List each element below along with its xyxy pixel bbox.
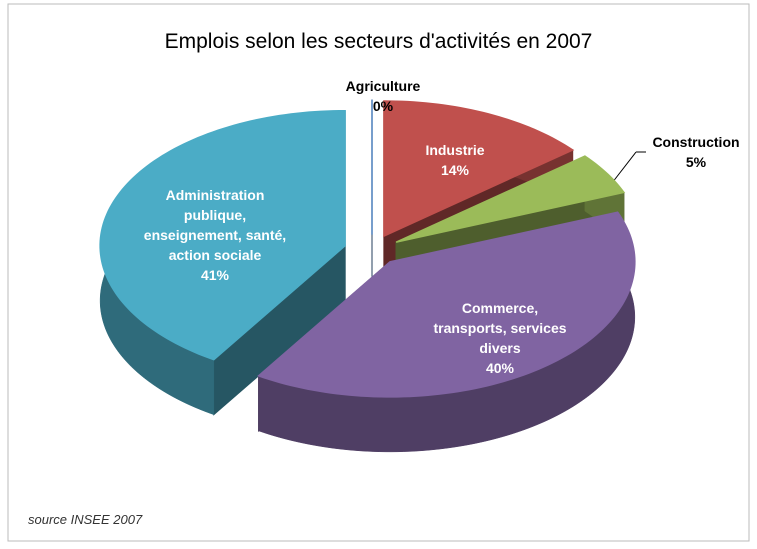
source-note: source INSEE 2007: [28, 512, 143, 527]
category-label: Industrie: [425, 142, 485, 158]
category-label: Administration publique, enseignement, s…: [143, 187, 287, 263]
slice-label: Construction 5%: [641, 132, 751, 172]
slice-label: Commerce, transports, services divers 40%: [430, 298, 570, 378]
slice-label: Agriculture 0%: [328, 76, 438, 116]
pie-slice: [383, 100, 575, 238]
slice-label: Industrie 14%: [405, 140, 505, 180]
value-label: 0%: [372, 98, 394, 114]
pie-tops: [99, 99, 636, 398]
pie-slice: [257, 211, 636, 398]
category-label: Agriculture: [345, 78, 421, 94]
value-label: 14%: [440, 162, 470, 178]
pie-slice: [395, 155, 626, 243]
leader-line: [611, 151, 637, 184]
value-label: 41%: [200, 267, 230, 283]
pie-slice: [99, 109, 346, 361]
value-label: 40%: [485, 360, 515, 376]
category-label: Commerce, transports, services divers: [433, 300, 567, 356]
category-label: Construction: [652, 134, 740, 150]
value-label: 5%: [685, 154, 707, 170]
chart-title: Emplois selon les secteurs d'activités e…: [164, 30, 593, 53]
slice-label: Administration publique, enseignement, s…: [140, 185, 290, 285]
